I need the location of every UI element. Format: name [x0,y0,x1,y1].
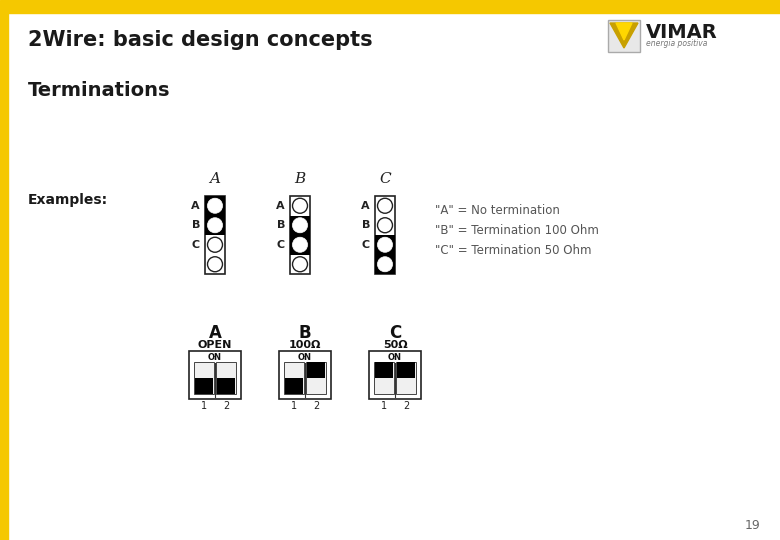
Circle shape [207,218,222,233]
Circle shape [378,237,392,252]
Bar [375,362,393,378]
Circle shape [207,198,222,213]
Bar [369,351,421,399]
Text: B: B [192,220,200,230]
Bar [608,20,640,52]
Circle shape [292,237,307,252]
Text: 2: 2 [223,401,229,411]
Circle shape [207,237,222,252]
Text: A: A [276,201,285,211]
Bar [195,378,213,394]
Circle shape [378,237,392,252]
Bar [0,13,8,540]
Text: "A" = No termination: "A" = No termination [435,204,560,217]
Text: B: B [294,172,306,186]
Circle shape [292,256,307,272]
Polygon shape [610,23,638,48]
Text: A: A [361,201,370,211]
Bar [307,362,325,378]
Text: A: A [210,172,221,186]
Text: A: A [208,324,222,342]
Circle shape [292,237,307,252]
Bar [189,351,241,399]
Circle shape [378,256,392,272]
Text: 2: 2 [403,401,410,411]
Bar [397,362,415,378]
Bar [396,362,416,394]
Polygon shape [616,23,632,40]
Text: 19: 19 [744,519,760,532]
Text: B: B [277,220,285,230]
Circle shape [292,218,307,233]
Text: 1: 1 [381,401,387,411]
Circle shape [292,218,307,233]
Text: A: A [191,201,200,211]
Text: 50Ω: 50Ω [383,340,407,350]
Bar [375,235,395,254]
Text: 1: 1 [201,401,207,411]
Text: B: B [362,220,370,230]
Text: B: B [299,324,311,342]
Bar [375,196,395,274]
Text: C: C [277,240,285,249]
Circle shape [207,218,222,233]
Bar [375,254,395,274]
Bar [0,0,780,13]
Text: OPEN: OPEN [198,340,232,350]
Bar [205,196,225,274]
Bar [290,235,310,254]
Text: C: C [192,240,200,249]
Circle shape [292,198,307,213]
Circle shape [378,198,392,213]
Bar [374,362,394,394]
Text: Terminations: Terminations [28,80,171,99]
Bar [205,196,225,215]
Text: C: C [362,240,370,249]
Bar [306,362,326,394]
Bar [284,362,304,394]
Text: C: C [379,172,391,186]
Circle shape [378,256,392,272]
Bar [216,362,236,394]
Text: 2: 2 [313,401,319,411]
Text: 1: 1 [291,401,297,411]
Text: 100Ω: 100Ω [289,340,321,350]
Text: VIMAR: VIMAR [646,23,718,42]
Circle shape [378,218,392,233]
Circle shape [207,256,222,272]
Bar [290,215,310,235]
Text: ON: ON [298,353,312,361]
Text: energia positiva: energia positiva [646,39,707,49]
Bar [290,196,310,274]
Circle shape [207,198,222,213]
Text: ON: ON [388,353,402,361]
Bar [205,215,225,235]
Text: "C" = Termination 50 Ohm: "C" = Termination 50 Ohm [435,244,591,256]
Bar [279,351,331,399]
Text: C: C [389,324,401,342]
Text: "B" = Termination 100 Ohm: "B" = Termination 100 Ohm [435,224,599,237]
Text: ON: ON [208,353,222,361]
Text: 2Wire: basic design concepts: 2Wire: basic design concepts [28,30,373,50]
Bar [194,362,214,394]
Bar [285,378,303,394]
Bar [217,378,235,394]
Text: Examples:: Examples: [28,193,108,207]
